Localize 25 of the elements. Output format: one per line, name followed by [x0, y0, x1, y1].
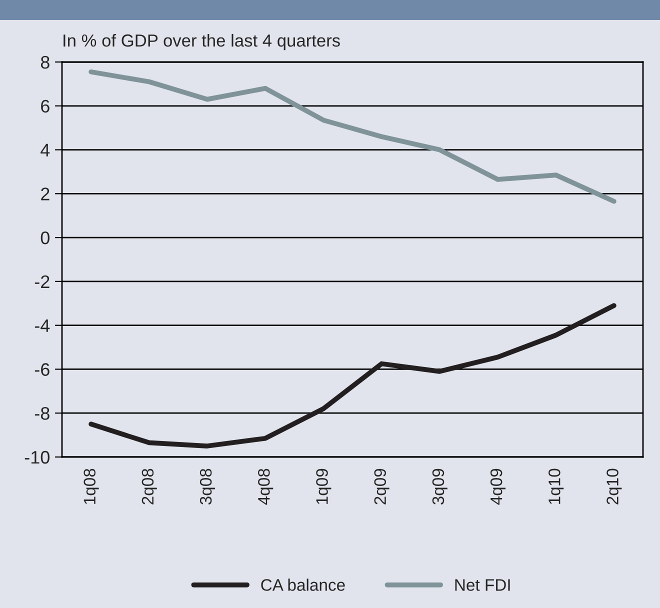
- y-tick-label: -6: [34, 363, 50, 376]
- x-tick-label: 1q10: [548, 468, 564, 504]
- line-series: [88, 303, 616, 448]
- x-tick-label: 4q08: [258, 468, 274, 505]
- x-tick-label: 2q09: [374, 468, 390, 504]
- y-tick-label: 4: [40, 144, 50, 156]
- y-tick-label: -10: [24, 450, 50, 464]
- x-tick-label: 2q08: [142, 468, 157, 504]
- x-tick-label: 2q10: [606, 468, 622, 504]
- y-tick-label: 6: [41, 100, 50, 113]
- legend-label: Net FDI: [455, 579, 510, 591]
- y-tick-label: -4: [34, 319, 50, 332]
- x-tick-label: 3q08: [200, 468, 216, 505]
- y-tick-label: 0: [40, 231, 50, 244]
- line-series: [88, 69, 616, 204]
- y-tick-label: -8: [34, 407, 50, 420]
- x-tick-label: 3q09: [432, 468, 448, 505]
- legend-label: CA balance: [261, 578, 345, 591]
- x-tick-label: 1q08: [84, 468, 99, 504]
- x-tick-label: 4q09: [490, 468, 506, 505]
- y-axis-title: In % of GDP over the last 4 quarters: [64, 34, 340, 50]
- y-tick-label: -2: [34, 275, 50, 288]
- x-tick-label: 1q09: [316, 468, 332, 504]
- y-tick-label: 2: [41, 188, 50, 200]
- y-tick-label: 8: [40, 56, 50, 69]
